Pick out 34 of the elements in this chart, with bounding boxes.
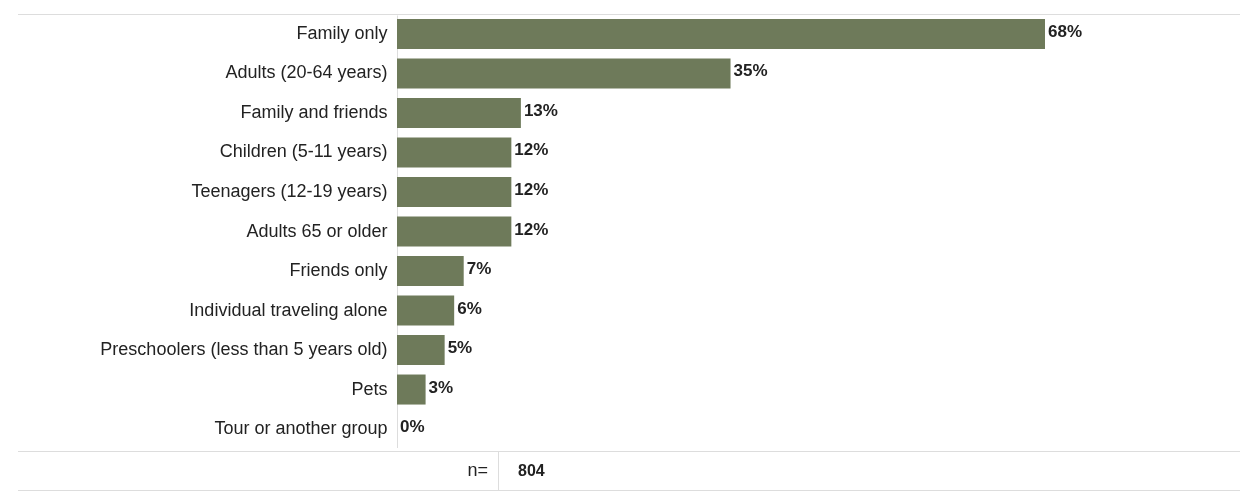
data-label: 68% <box>1048 21 1083 41</box>
data-label: 13% <box>523 100 558 120</box>
data-label: 12% <box>514 179 549 199</box>
bar <box>397 97 521 128</box>
data-label: 6% <box>457 298 482 318</box>
bar <box>397 335 445 366</box>
bar <box>397 137 512 168</box>
y-tick-label: Adults 65 or older <box>246 220 388 241</box>
y-tick-label: Teenagers (12-19 years) <box>191 180 388 201</box>
y-tick-label: Children (5-11 years) <box>219 141 388 162</box>
text: n= <box>467 460 488 481</box>
data-label: 12% <box>514 140 549 160</box>
bar <box>397 374 426 405</box>
y-tick-label: Adults (20-64 years) <box>225 62 388 83</box>
y-tick-label: Family and friends <box>240 101 388 122</box>
data-label: 3% <box>428 377 454 397</box>
y-tick-label: Tour or another group <box>214 418 388 439</box>
y-tick-label: Family only <box>296 22 388 43</box>
data-label: 0% <box>400 417 425 437</box>
data-label: 7% <box>466 259 492 279</box>
bar <box>397 58 731 89</box>
bar <box>397 295 455 326</box>
data-label: 12% <box>514 219 549 239</box>
data-label: 5% <box>447 338 473 358</box>
y-tick-label: Preschoolers (less than 5 years old) <box>100 339 388 360</box>
bar <box>397 18 1045 49</box>
bar <box>397 255 464 287</box>
y-tick-label: Pets <box>351 378 388 399</box>
data-label: 35% <box>733 61 768 81</box>
text: 804 <box>518 462 545 480</box>
bar <box>397 176 512 208</box>
y-tick-label: Individual traveling alone <box>189 299 388 320</box>
bar <box>397 216 512 247</box>
y-tick-label: Friends only <box>289 260 388 281</box>
